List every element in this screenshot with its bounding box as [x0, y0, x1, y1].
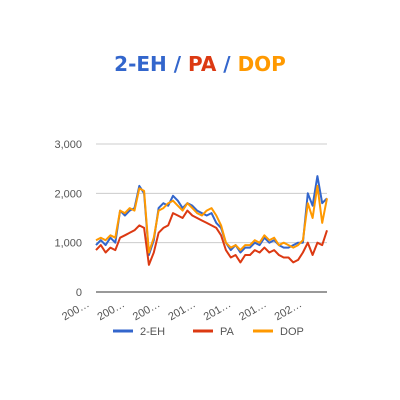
- x-tick-label: 201…: [202, 298, 233, 323]
- y-tick-label: 3,000: [54, 139, 82, 151]
- title-part-dop: DOP: [237, 52, 286, 76]
- x-tick-label: 200…: [60, 298, 91, 323]
- y-tick-label: 2,000: [54, 188, 82, 200]
- series-line-dop: [95, 184, 328, 254]
- title-sep-1: /: [166, 52, 189, 76]
- title-part-pa: PA: [188, 52, 217, 76]
- y-tick-label: 0: [76, 287, 82, 299]
- x-tick-label: 200…: [131, 298, 162, 323]
- x-tick-label: 202…: [273, 298, 304, 323]
- series-line-pa: [95, 209, 328, 266]
- legend-label: DOP: [280, 326, 304, 338]
- legend-label: 2-EH: [140, 326, 165, 338]
- legend-label: PA: [220, 326, 235, 338]
- chart-title: 2-EH / PA / DOP: [0, 52, 400, 76]
- x-tick-label: 200…: [95, 298, 126, 323]
- x-tick-label: 201…: [237, 298, 268, 323]
- title-part-2eh: 2-EH: [114, 52, 167, 76]
- y-tick-label: 1,000: [54, 238, 82, 250]
- x-tick-label: 201…: [166, 298, 197, 323]
- title-sep-2: /: [216, 52, 238, 76]
